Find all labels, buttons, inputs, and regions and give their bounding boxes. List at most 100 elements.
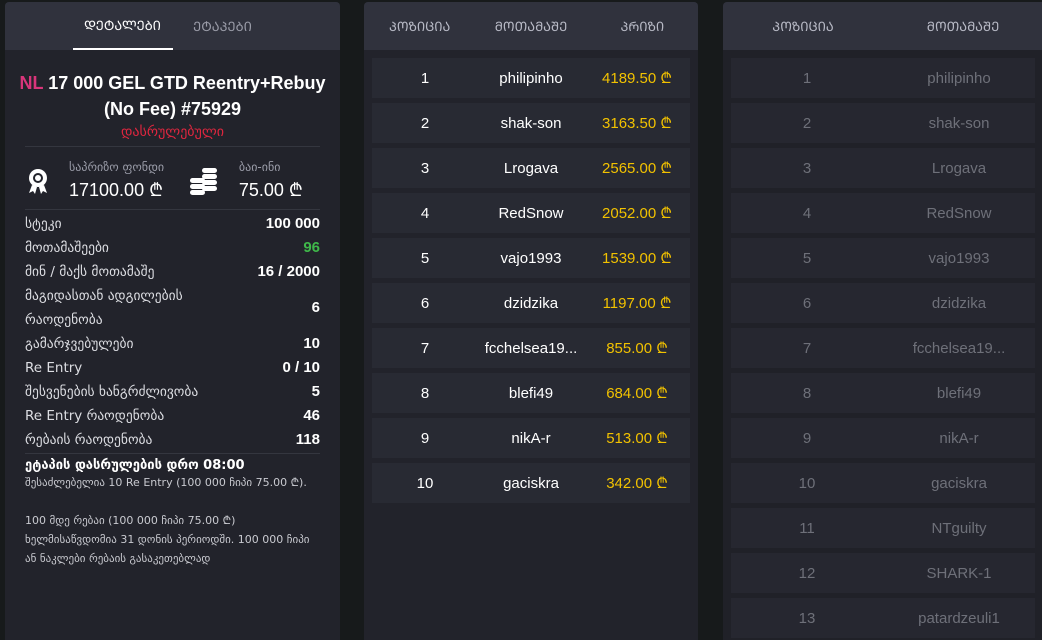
table-row: 2 shak-son 3163.50 ₾	[372, 103, 690, 143]
player-cell: Lrogava	[503, 159, 559, 177]
table-row: 1 philipinho 4189.50 ₾	[372, 58, 690, 98]
table-row: 8 blefi49	[731, 373, 1035, 413]
stat-value: 5	[311, 383, 320, 400]
player-cell: fcchelsea19...	[484, 339, 578, 357]
buyin-value: 75.00 ₾	[238, 180, 303, 200]
award-icon	[29, 169, 47, 194]
position-cell: 12	[798, 564, 816, 582]
prize-pool: საპრიზო ფონდი 17100.00 ₾	[25, 160, 189, 202]
table-row: 3 Lrogava 2565.00 ₾	[372, 148, 690, 188]
stat-value: 10	[303, 335, 320, 352]
position-cell: 2	[420, 114, 430, 132]
position-cell: 10	[416, 474, 434, 492]
player-cell: RedSnow	[498, 204, 564, 222]
table-row: 4 RedSnow	[731, 193, 1035, 233]
stat-label: სტეკი	[25, 216, 62, 232]
stat-label: Re Entry რაოდენობა	[25, 408, 165, 424]
stage-end-time: ეტაპის დასრულების დრო 08:00	[25, 458, 245, 473]
prize-pool-value: 17100.00 ₾	[69, 180, 163, 200]
table-row: 8 blefi49 684.00 ₾	[372, 373, 690, 413]
tournament-details-panel: ᲓᲔᲢᲐᲚᲔᲑᲘ ᲔᲢᲐᲞᲔᲑᲘ NL 17 000 GEL GTD Reent…	[5, 2, 340, 640]
position-cell: 9	[802, 429, 812, 447]
prize-cell: 2052.00 ₾	[602, 205, 672, 222]
divider	[25, 146, 320, 147]
col-player: ᲛᲝᲗᲐᲛᲐᲨᲔ	[494, 20, 568, 35]
player-cell: NTguilty	[931, 519, 987, 537]
divider	[25, 209, 320, 210]
prize-cell: 513.00 ₾	[606, 430, 668, 447]
position-cell: 8	[802, 384, 812, 402]
table-header: ᲞᲝᲖᲘᲪᲘᲐ ᲛᲝᲗᲐᲛᲐᲨᲔ	[723, 2, 1042, 50]
table-row: 11 NTguilty	[731, 508, 1035, 548]
prize-cell: 684.00 ₾	[606, 385, 668, 402]
prize-cell: 1197.00 ₾	[602, 295, 672, 312]
table-row: 4 RedSnow 2052.00 ₾	[372, 193, 690, 233]
table-row: 3 Lrogava	[731, 148, 1035, 188]
prize-pool-label: საპრიზო ფონდი	[69, 160, 165, 174]
position-cell: 4	[420, 204, 430, 222]
player-cell: philipinho	[927, 69, 991, 87]
tab-details[interactable]: ᲓᲔᲢᲐᲚᲔᲑᲘ	[72, 2, 173, 50]
table-row: 2 shak-son	[731, 103, 1035, 143]
position-cell: 1	[802, 69, 812, 87]
divider	[25, 453, 320, 454]
stat-value: 100 000	[265, 215, 320, 232]
prize-cell: 855.00 ₾	[606, 340, 668, 357]
player-cell: gaciskra	[503, 474, 559, 492]
col-position: ᲞᲝᲖᲘᲪᲘᲐ	[772, 20, 834, 35]
tournament-title: NL 17 000 GEL GTD Reentry+Rebuy (No Fee)…	[5, 70, 340, 122]
stat-label: მაგიდასთან ადგილების რაოდენობა	[25, 288, 183, 328]
player-cell: fcchelsea19...	[912, 339, 1006, 357]
table-row: 1 philipinho	[731, 58, 1035, 98]
player-cell: philipinho	[499, 69, 563, 87]
stat-row: გამარჯვებულები 10	[25, 332, 320, 356]
prizes-table: ᲞᲝᲖᲘᲪᲘᲐ ᲛᲝᲗᲐᲛᲐᲨᲔ ᲞᲠᲘᲖᲘ 1 philipinho 4189.5…	[364, 2, 698, 640]
table-row: 6 dzidzika 1197.00 ₾	[372, 283, 690, 323]
stat-label: რებაის რაოდენობა	[25, 432, 153, 448]
stat-row: შესვენების ხანგრძლივობა 5	[25, 380, 320, 404]
stat-row: სტეკი 100 000	[25, 212, 320, 236]
buyin: ბაი-ინი 75.00 ₾	[189, 160, 320, 202]
player-cell: nikA-r	[939, 429, 979, 447]
position-cell: 5	[802, 249, 812, 267]
player-cell: shak-son	[928, 114, 990, 132]
position-cell: 11	[799, 519, 815, 537]
position-cell: 7	[420, 339, 430, 357]
stat-value: 46	[303, 407, 320, 424]
stat-label: მოთამაშეები	[25, 240, 109, 256]
position-cell: 6	[420, 294, 430, 312]
position-cell: 5	[420, 249, 430, 267]
status-badge: დასრულებული	[120, 124, 225, 140]
player-cell: shak-son	[500, 114, 562, 132]
player-cell: dzidzika	[931, 294, 987, 312]
position-cell: 9	[420, 429, 430, 447]
table-row: 9 nikA-r 513.00 ₾	[372, 418, 690, 458]
player-cell: dzidzika	[503, 294, 559, 312]
prize-cell: 1539.00 ₾	[602, 250, 672, 267]
buyin-label: ბაი-ინი	[238, 160, 281, 174]
stat-row: Re Entry 0 / 10	[25, 356, 320, 380]
tab-stages[interactable]: ᲔᲢᲐᲞᲔᲑᲘ	[193, 20, 252, 35]
position-cell: 4	[802, 204, 812, 222]
position-cell: 3	[420, 159, 430, 177]
tabs: ᲓᲔᲢᲐᲚᲔᲑᲘ ᲔᲢᲐᲞᲔᲑᲘ	[5, 2, 340, 50]
player-cell: nikA-r	[511, 429, 551, 447]
table-row: 9 nikA-r	[731, 418, 1035, 458]
stat-value: 96	[303, 239, 320, 256]
position-cell: 13	[798, 609, 816, 627]
table-row: 10 gaciskra	[731, 463, 1035, 503]
rules-note: შესაძლებელია 10 Re Entry (100 000 ჩიპი 7…	[25, 476, 310, 565]
stat-value: 6	[311, 299, 320, 316]
stat-label: მინ / მაქს მოთამაშე	[25, 264, 155, 280]
table-row: 7 fcchelsea19... 855.00 ₾	[372, 328, 690, 368]
position-cell: 8	[420, 384, 430, 402]
stat-label: Re Entry	[25, 360, 83, 376]
col-player: ᲛᲝᲗᲐᲛᲐᲨᲔ	[926, 20, 1000, 35]
position-cell: 10	[798, 474, 816, 492]
position-cell: 1	[420, 69, 430, 87]
position-cell: 7	[802, 339, 812, 357]
prize-cell: 342.00 ₾	[606, 475, 668, 492]
table-row: 10 gaciskra 342.00 ₾	[372, 463, 690, 503]
col-position: ᲞᲝᲖᲘᲪᲘᲐ	[388, 20, 451, 35]
player-cell: blefi49	[936, 384, 982, 402]
